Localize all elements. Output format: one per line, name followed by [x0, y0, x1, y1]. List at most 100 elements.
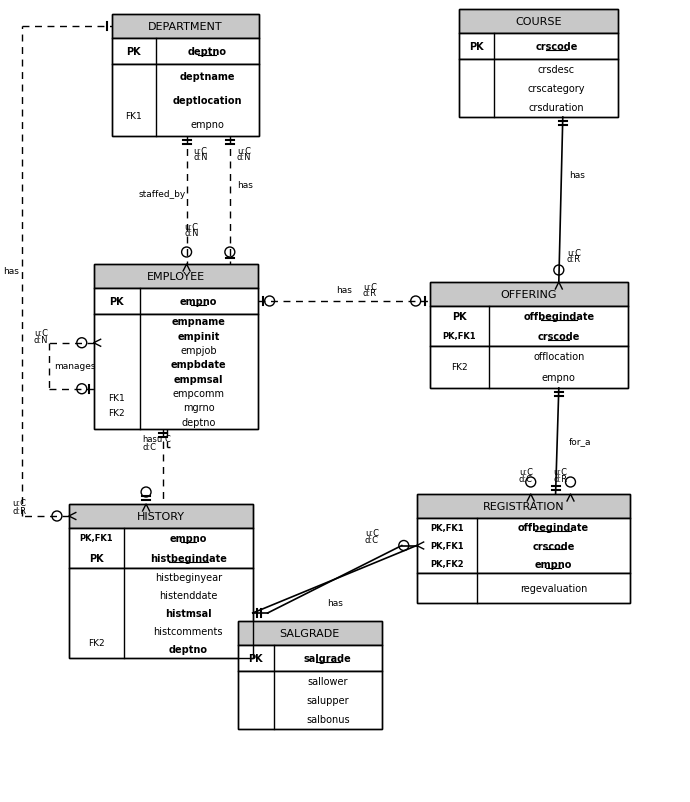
Bar — [112, 15, 259, 39]
Bar — [69, 569, 253, 658]
Text: histbegindate: histbegindate — [150, 553, 227, 563]
Bar — [94, 314, 257, 429]
Bar — [238, 671, 382, 729]
Text: u:C: u:C — [553, 468, 568, 477]
Bar — [417, 494, 631, 603]
Text: u:C: u:C — [566, 248, 581, 257]
Text: empno: empno — [190, 119, 224, 130]
Text: d:N: d:N — [185, 229, 199, 238]
Text: d:N: d:N — [194, 153, 208, 162]
Text: DEPARTMENT: DEPARTMENT — [148, 22, 222, 32]
Bar — [430, 306, 629, 346]
Text: empno: empno — [170, 533, 207, 543]
Text: PK: PK — [248, 653, 263, 663]
Text: FK2: FK2 — [108, 409, 125, 418]
Text: COURSE: COURSE — [515, 17, 562, 27]
Bar — [112, 15, 259, 137]
Text: has: has — [336, 286, 352, 295]
Text: crsdesc: crsdesc — [538, 65, 575, 75]
Bar — [94, 265, 257, 289]
Text: HISTORY: HISTORY — [137, 512, 185, 521]
Text: staffed_by: staffed_by — [138, 190, 186, 199]
Text: u:C: u:C — [519, 468, 533, 477]
Text: PK: PK — [126, 47, 141, 57]
Text: u:C: u:C — [34, 329, 48, 338]
Text: has: has — [569, 171, 584, 180]
Text: u:C: u:C — [185, 222, 199, 231]
Text: mgrno: mgrno — [183, 403, 215, 413]
Text: sallower: sallower — [308, 676, 348, 686]
Bar — [430, 282, 629, 306]
Text: deptno: deptno — [169, 644, 208, 654]
Text: PK: PK — [452, 312, 466, 322]
Text: PK,FK1: PK,FK1 — [79, 534, 113, 543]
Text: salbonus: salbonus — [306, 715, 350, 724]
Text: has: has — [237, 181, 253, 190]
Text: d:R: d:R — [566, 255, 581, 264]
Text: crscode: crscode — [535, 42, 578, 52]
Text: PK: PK — [109, 297, 124, 306]
Text: histmsal: histmsal — [165, 608, 212, 618]
Bar — [460, 34, 618, 60]
Text: has: has — [3, 267, 19, 276]
Bar — [238, 622, 382, 645]
Text: crscode: crscode — [538, 331, 580, 342]
Text: u:C: u:C — [194, 146, 208, 156]
Bar — [417, 518, 631, 573]
Text: d:R: d:R — [12, 506, 26, 515]
Bar — [238, 645, 382, 671]
Bar — [112, 65, 259, 137]
Text: regevaluation: regevaluation — [520, 583, 587, 593]
Text: deptno: deptno — [181, 417, 216, 427]
Bar — [94, 265, 257, 429]
Text: d:C: d:C — [365, 535, 379, 545]
Text: salgrade: salgrade — [304, 653, 352, 663]
Text: u:C: u:C — [363, 282, 377, 291]
Text: hasu:C: hasu:C — [143, 435, 172, 444]
Text: PK,FK1: PK,FK1 — [430, 523, 464, 532]
Bar — [430, 282, 629, 388]
Text: d:C: d:C — [519, 475, 533, 484]
Text: u:C: u:C — [237, 146, 250, 156]
Text: empmsal: empmsal — [174, 375, 224, 384]
Bar — [69, 504, 253, 658]
Text: PK: PK — [470, 42, 484, 52]
Bar — [69, 529, 253, 569]
Text: OFFERING: OFFERING — [501, 290, 558, 300]
Text: PK,FK1: PK,FK1 — [442, 332, 476, 341]
Bar — [94, 289, 257, 314]
Text: PK: PK — [89, 553, 104, 563]
Text: deptno: deptno — [188, 47, 227, 57]
Text: d:R: d:R — [363, 290, 377, 298]
Text: for_a: for_a — [569, 437, 591, 446]
Text: FK2: FK2 — [451, 363, 468, 372]
Text: d:C: d:C — [143, 443, 157, 452]
Text: histenddate: histenddate — [159, 590, 217, 600]
Bar — [460, 10, 618, 34]
Text: crsduration: crsduration — [529, 103, 584, 113]
Text: empno: empno — [180, 297, 217, 306]
Text: d:N: d:N — [34, 336, 48, 345]
Text: manages: manages — [54, 362, 95, 371]
Text: crscategory: crscategory — [528, 84, 585, 94]
Text: deptname: deptname — [179, 72, 235, 82]
Text: salupper: salupper — [306, 695, 349, 705]
Text: empinit: empinit — [177, 331, 220, 341]
Text: d:N: d:N — [237, 153, 251, 162]
Bar — [460, 60, 618, 118]
Text: empname: empname — [172, 317, 226, 326]
Text: crscode: crscode — [532, 541, 575, 551]
Bar — [238, 622, 382, 729]
Text: empcomm: empcomm — [172, 389, 225, 399]
Text: empbdate: empbdate — [171, 360, 226, 370]
Text: u:C: u:C — [12, 499, 26, 508]
Text: FK1: FK1 — [126, 112, 142, 121]
Text: has: has — [327, 599, 343, 608]
Text: offbegindate: offbegindate — [518, 523, 589, 533]
Bar — [460, 10, 618, 118]
Bar — [69, 504, 253, 529]
Text: SALGRADE: SALGRADE — [279, 628, 340, 638]
Text: empjob: empjob — [180, 346, 217, 355]
Text: REGISTRATION: REGISTRATION — [483, 501, 564, 512]
Bar — [430, 346, 629, 388]
